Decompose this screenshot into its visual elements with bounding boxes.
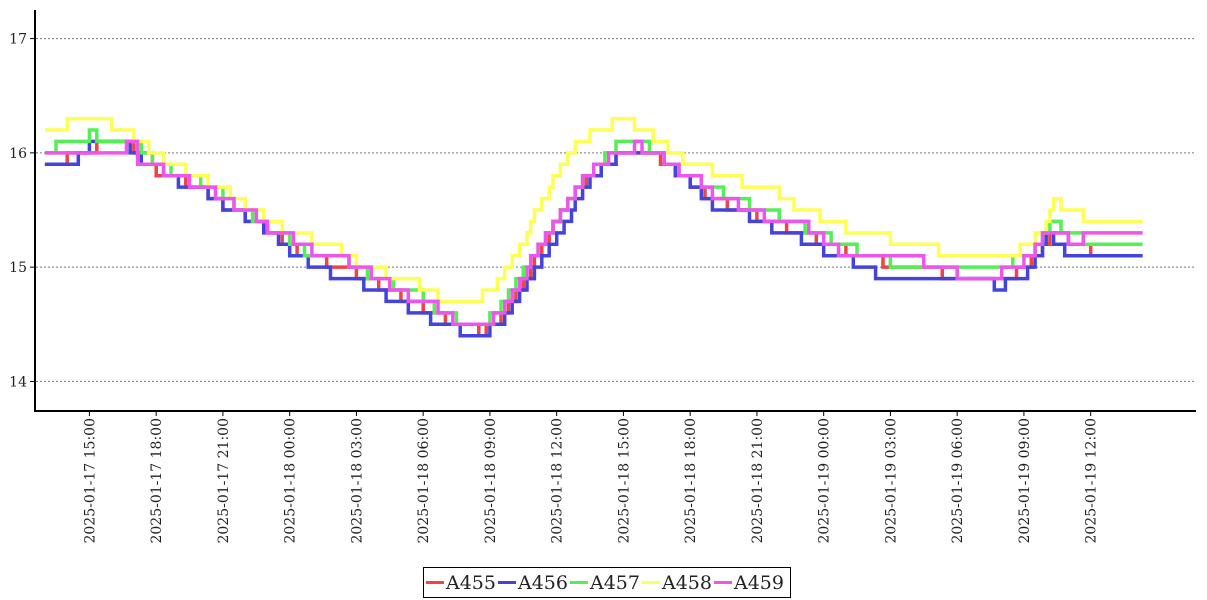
line-chart: 14 15 16 17 2025-01-17 15:00 2025-01-17 18:0… (9, 10, 1196, 544)
series-line-a457 (44, 128, 1143, 327)
xtick-label: 2025-01-18 18:00 (683, 418, 699, 544)
legend-label: A458 (662, 571, 712, 594)
legend: A455 A456 A457 A458 A459 (423, 567, 791, 598)
xtick-label: 2025-01-17 21:00 (216, 418, 232, 544)
x-axis-ticks: 2025-01-17 15:00 2025-01-17 18:00 2025-01-… (82, 411, 1100, 544)
xtick-label: 2025-01-18 15:00 (616, 418, 632, 544)
series-line-a456 (44, 139, 1143, 338)
xtick-label: 2025-01-18 06:00 (416, 418, 432, 544)
legend-swatch (498, 581, 516, 584)
xtick-label: 2025-01-17 15:00 (82, 418, 98, 544)
legend-label: A456 (518, 571, 568, 594)
xtick-label: 2025-01-19 12:00 (1084, 418, 1100, 544)
xtick-label: 2025-01-17 18:00 (149, 418, 165, 544)
xtick-label: 2025-01-18 12:00 (550, 418, 566, 544)
legend-label: A459 (734, 571, 784, 594)
grid-layer (36, 38, 1196, 382)
y-axis-ticks: 14 15 16 17 (9, 32, 35, 390)
legend-item-a459: A459 (714, 572, 784, 594)
xtick-label: 2025-01-19 09:00 (1017, 418, 1033, 544)
xtick-label: 2025-01-18 00:00 (283, 418, 299, 544)
xtick-label: 2025-01-19 00:00 (817, 418, 833, 544)
ytick-label: 15 (9, 260, 27, 276)
legend-label: A457 (590, 571, 640, 594)
legend-swatch (642, 581, 660, 584)
legend-swatch (570, 581, 588, 584)
series-line-a459 (44, 139, 1143, 327)
ytick-label: 16 (9, 146, 27, 162)
xtick-label: 2025-01-18 09:00 (483, 418, 499, 544)
legend-swatch (426, 581, 444, 584)
legend-swatch (714, 581, 732, 584)
series-line-a458 (44, 116, 1143, 304)
xtick-label: 2025-01-18 03:00 (349, 418, 365, 544)
xtick-label: 2025-01-19 06:00 (950, 418, 966, 544)
legend-label: A455 (446, 571, 496, 594)
legend-item-a457: A457 (570, 572, 640, 594)
series-layer (44, 116, 1143, 338)
legend-item-a458: A458 (642, 572, 712, 594)
xtick-label: 2025-01-18 21:00 (750, 418, 766, 544)
legend-item-a456: A456 (498, 572, 568, 594)
legend-item-a455: A455 (426, 572, 496, 594)
ytick-label: 14 (9, 374, 27, 390)
ytick-label: 17 (9, 32, 27, 48)
xtick-label: 2025-01-19 03:00 (883, 418, 899, 544)
